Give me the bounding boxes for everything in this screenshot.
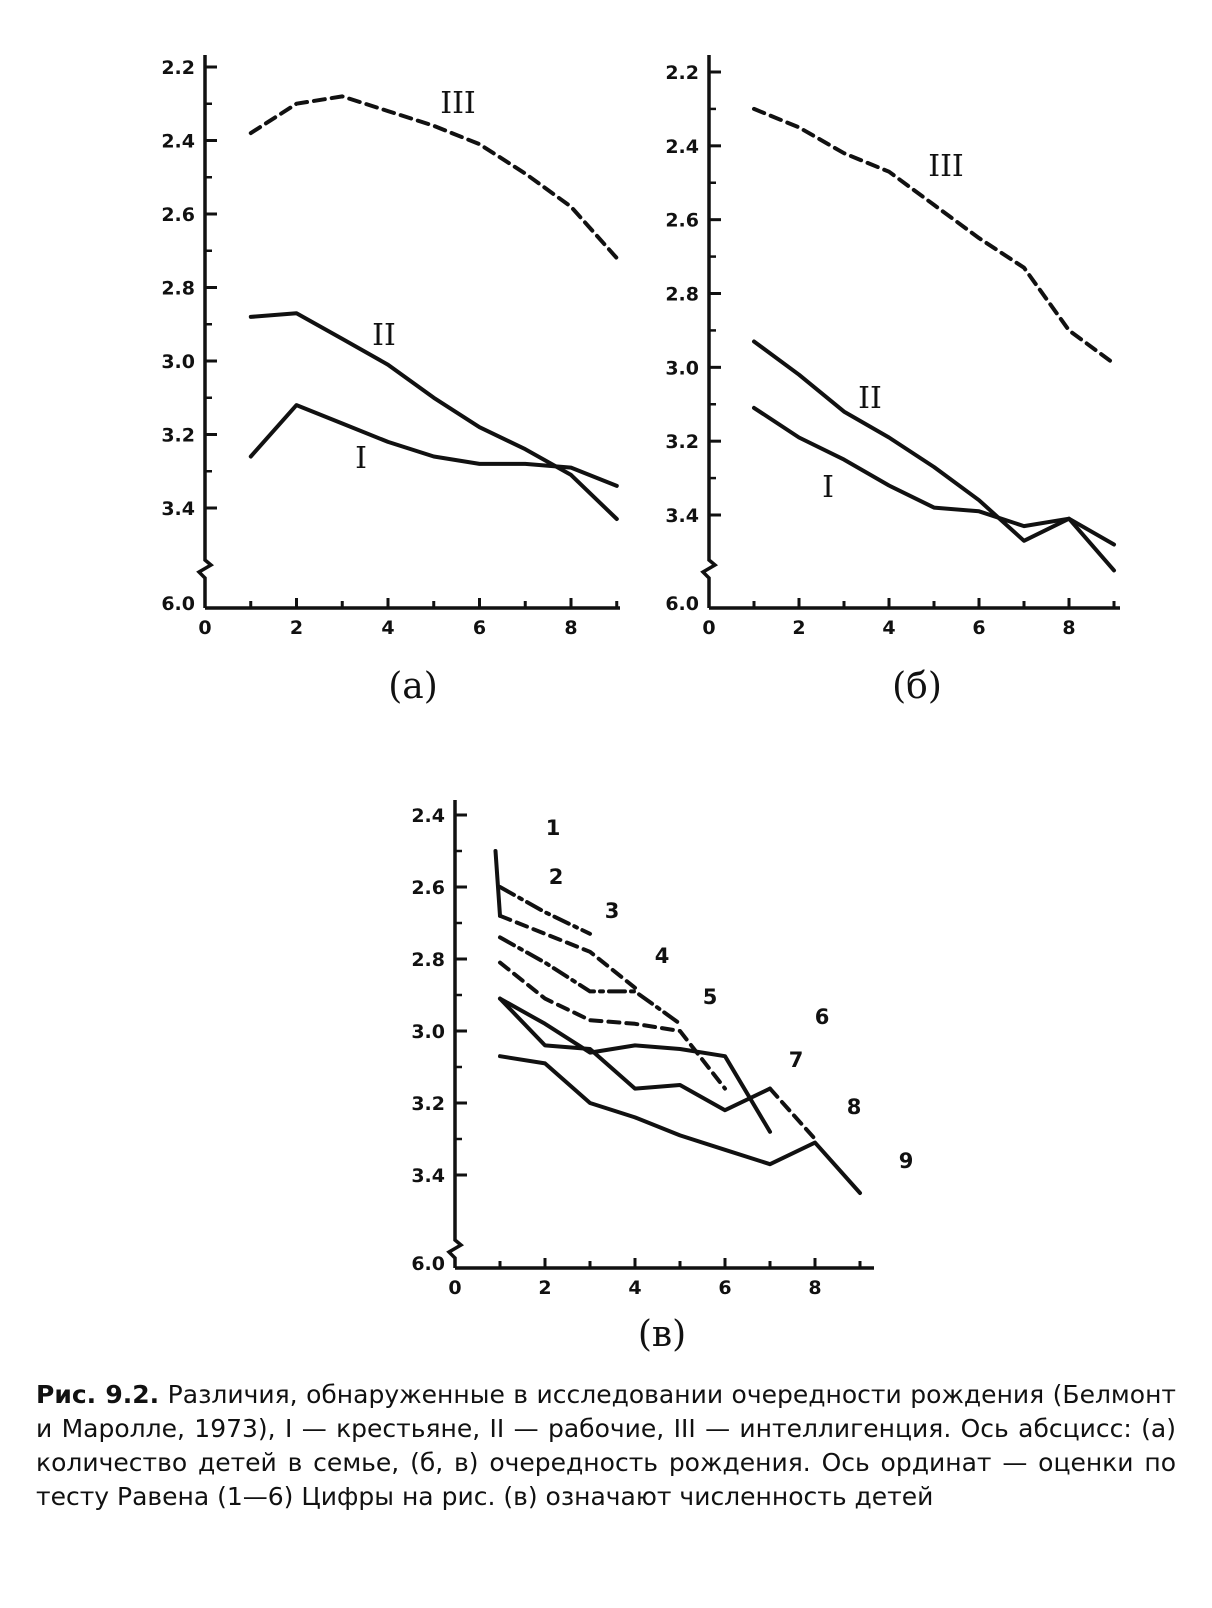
series-label-9: 9 [899,1149,914,1173]
series-label-II: II [858,381,882,416]
y-tick-label: 2.6 [161,204,195,226]
y-tick-label: 3.0 [665,357,699,379]
series-line-I [752,405,1116,547]
y-tick-label: 3.4 [161,498,195,520]
panel-label: (б) [892,666,942,707]
x-tick-label: 6 [718,1277,731,1299]
caption-text: Различия, обнаруженные в исследовании оч… [36,1380,1176,1511]
y-axis-line [700,55,719,608]
y-tick-label: 3.2 [665,431,699,453]
series-label-1: 1 [546,816,561,840]
series-line-III [248,94,619,261]
y-bottom-label: 6.0 [411,1253,445,1275]
y-tick-label: 2.2 [161,57,195,79]
y-axis-line [196,55,215,608]
panel-label: (а) [388,666,438,707]
figure-caption: Рис. 9.2. Различия, обнаруженные в иссле… [36,1378,1176,1514]
series-label-5: 5 [703,985,718,1009]
y-tick-label: 2.6 [411,877,445,899]
y-tick-label: 3.2 [411,1093,445,1115]
series-label-7: 7 [789,1048,804,1072]
x-tick-label: 6 [972,617,985,639]
series-label-8: 8 [847,1095,862,1119]
x-tick-label: 2 [290,617,303,639]
series-label-2: 2 [549,865,564,889]
y-tick-label: 3.4 [411,1165,445,1187]
x-tick-label: 0 [448,1277,461,1299]
y-tick-label: 2.6 [665,210,699,232]
y-tick-label: 2.4 [161,131,195,153]
series-label-III: III [440,86,476,121]
series-line-1 [493,849,502,918]
series-line-I [248,403,619,488]
y-tick-label: 2.4 [411,805,445,827]
series-label-4: 4 [655,944,670,968]
y-tick-label: 3.0 [161,351,195,373]
series-line-III [752,106,1116,366]
series-line-7 [498,996,772,1113]
y-bottom-label: 6.0 [665,593,699,615]
x-tick-label: 0 [198,617,211,639]
x-tick-label: 4 [381,617,394,639]
series-line-5 [498,960,727,1091]
y-tick-label: 3.4 [665,505,699,527]
x-tick-label: 8 [1062,617,1075,639]
y-tick-label: 2.2 [665,62,699,84]
x-tick-label: 4 [882,617,895,639]
x-tick-label: 2 [792,617,805,639]
y-tick-label: 2.8 [665,284,699,306]
series-line-8 [768,1086,817,1141]
series-label-3: 3 [605,899,620,923]
series-line-II [752,339,1116,573]
x-tick-label: 4 [628,1277,641,1299]
x-tick-label: 8 [808,1277,821,1299]
series-label-II: II [372,318,396,353]
y-tick-label: 2.4 [665,136,699,158]
series-line-2 [498,885,592,936]
y-tick-label: 3.0 [411,1021,445,1043]
y-tick-label: 3.2 [161,425,195,447]
series-line-3 [498,913,637,990]
x-tick-label: 0 [702,617,715,639]
caption-figure-number: Рис. 9.2. [36,1380,160,1409]
x-tick-label: 2 [538,1277,551,1299]
y-tick-label: 2.8 [161,278,195,300]
series-label-III: III [928,149,964,184]
y-tick-label: 2.8 [411,949,445,971]
x-tick-label: 6 [473,617,486,639]
series-label-6: 6 [815,1005,830,1029]
series-label-I: I [822,470,834,505]
panel-label: (в) [638,1314,686,1355]
series-line-6 [498,996,772,1134]
series-label-I: I [355,441,367,476]
series-line-9 [498,1054,862,1195]
y-axis-line [446,800,465,1268]
series-line-II [248,311,619,521]
x-tick-label: 8 [564,617,577,639]
y-bottom-label: 6.0 [161,593,195,615]
series-line-4 [498,935,682,1026]
